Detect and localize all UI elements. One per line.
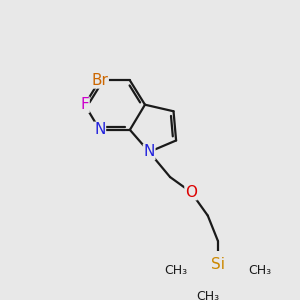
Text: O: O (185, 184, 197, 200)
Text: N: N (143, 144, 155, 159)
Text: CH₃: CH₃ (164, 264, 188, 278)
Text: N: N (94, 122, 105, 137)
Text: CH₃: CH₃ (196, 290, 219, 300)
Text: Si: Si (211, 257, 225, 272)
Text: CH₃: CH₃ (248, 264, 271, 278)
Text: F: F (80, 97, 89, 112)
Text: Br: Br (91, 73, 108, 88)
